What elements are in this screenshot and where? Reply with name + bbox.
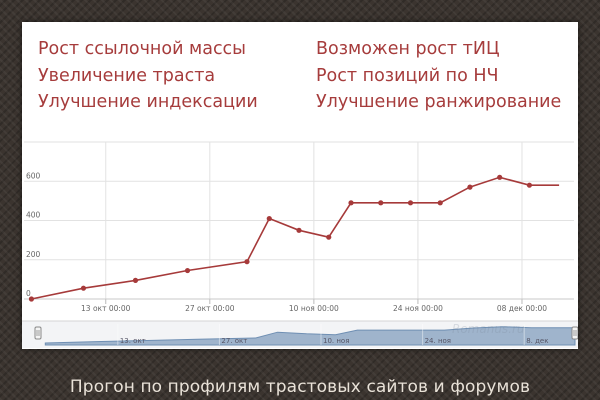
data-point — [378, 200, 384, 206]
line-chart: 0 200 400 600 13 окт 00:00 27 окт 00:00 10 но… — [22, 141, 578, 348]
data-point — [244, 259, 250, 265]
x-tick-label: 10 ноя 00:00 — [289, 304, 339, 313]
navigator-date-label: 27. окт — [221, 337, 247, 345]
data-point — [184, 267, 191, 274]
watermark: Romanus.ru — [452, 322, 525, 336]
content-panel: Рост ссылочной массы Увеличение траста У… — [22, 22, 578, 349]
feature-list-left: Рост ссылочной массы Увеличение траста У… — [38, 36, 258, 116]
data-point — [80, 285, 87, 291]
data-points — [28, 174, 533, 302]
feature-item: Рост позиций по НЧ — [316, 65, 499, 86]
navigator-area — [44, 326, 576, 346]
feature-item: Возможен рост тИЦ — [316, 39, 500, 59]
y-tick-label: 0 — [26, 289, 31, 298]
y-tick-label: 200 — [26, 250, 41, 259]
navigator-date-label: 10. ноя — [323, 337, 349, 345]
data-point — [326, 234, 332, 240]
data-point — [132, 277, 139, 283]
caption: Прогон по профилям трастовых сайтов и фо… — [69, 377, 531, 397]
feature-list-right: Возможен рост тИЦ Рост позиций по НЧ Улу… — [316, 36, 561, 116]
y-tick-label: 400 — [26, 211, 41, 220]
navigator-date-label: 24. ноя — [425, 337, 451, 345]
feature-item: Улучшение ранжирование — [316, 92, 562, 112]
x-tick-label: 24 ноя 00:00 — [393, 304, 443, 313]
data-point — [348, 200, 354, 206]
navigator-date-label: 8. дек — [526, 337, 548, 345]
data-point — [28, 296, 35, 302]
series-line-path — [31, 176, 560, 300]
data-point — [437, 200, 443, 206]
feature-item: Увеличение траста — [38, 65, 216, 86]
navigator-handle-right[interactable] — [571, 326, 578, 340]
feature-item: Улучшение индексации — [38, 92, 258, 112]
data-point — [296, 227, 302, 233]
y-tick-labels: 0 200 400 600 — [26, 171, 41, 298]
series-line — [31, 176, 560, 300]
navigator-handle-left[interactable] — [34, 326, 42, 340]
data-point — [497, 174, 503, 180]
data-point — [266, 215, 272, 222]
data-point — [407, 200, 414, 206]
data-point — [526, 182, 533, 188]
navigator: 13. окт 27. окт 10. ноя 24. ноя 8. декRomanu… — [22, 320, 578, 348]
y-tick-label: 600 — [26, 171, 41, 180]
x-tick-label: 13 окт 00:00 — [81, 304, 131, 313]
x-tick-labels: 13 окт 00:00 27 окт 00:00 10 ноя 00:00 24 н… — [81, 304, 547, 313]
navigator-date-label: 13. окт — [120, 337, 146, 345]
x-tick-label: 27 окт 00:00 — [185, 304, 235, 313]
data-point — [467, 184, 473, 190]
feature-item: Рост ссылочной массы — [38, 39, 247, 59]
grid-lines — [24, 141, 574, 304]
x-tick-label: 08 дек 00:00 — [497, 304, 547, 313]
